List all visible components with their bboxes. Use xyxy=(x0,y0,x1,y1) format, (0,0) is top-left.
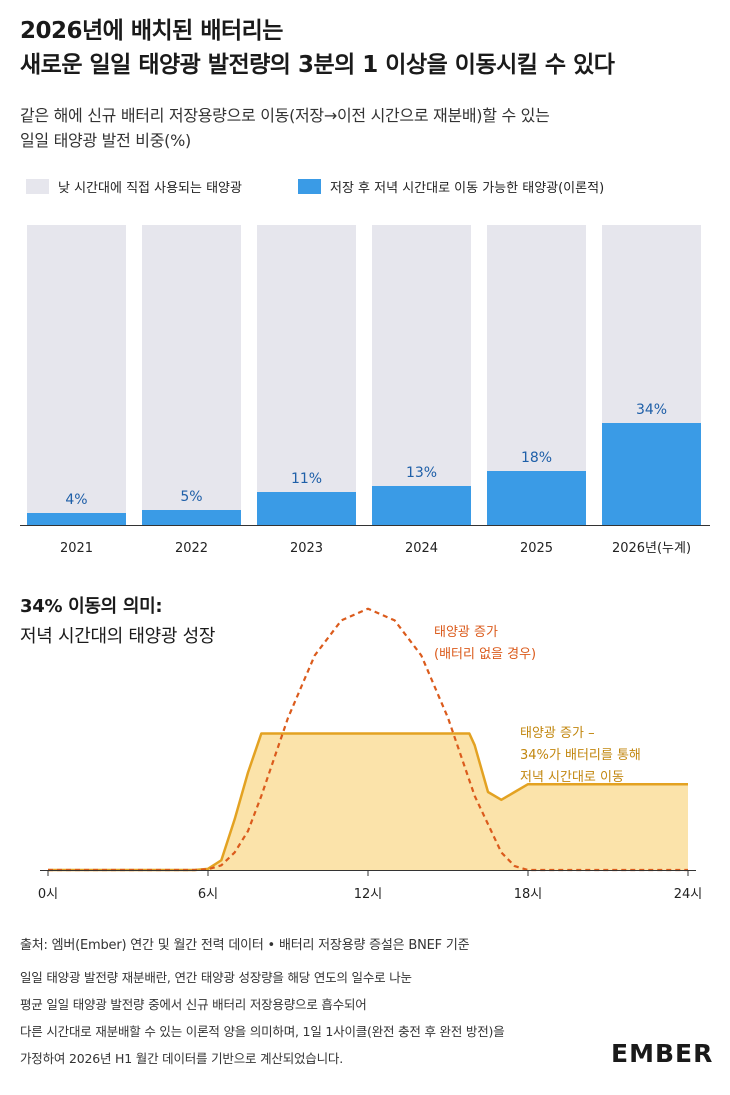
note-line-1: 일일 태양광 발전량 재분배란, 연간 태양광 성장량을 해당 연도의 일수로 … xyxy=(20,970,412,985)
legend-label-shifted: 저장 후 저녁 시간대로 이동 가능한 태양광(이론적) xyxy=(330,181,605,196)
bar-direct-3 xyxy=(372,225,471,525)
title-line-2: 새로운 일일 태양광 발전량의 3분의 1 이상을 이동시킬 수 있다 xyxy=(20,52,615,78)
bar-direct-2 xyxy=(257,225,356,525)
subtitle-line-2: 일일 태양광 발전 비중(%) xyxy=(20,131,191,150)
bar-shifted-3 xyxy=(372,486,471,525)
bar-shifted-1 xyxy=(142,510,241,525)
title-line-1: 2026년에 배치된 배터리는 xyxy=(20,18,283,44)
area-tick-label-4: 24시 xyxy=(674,887,703,902)
note-line-4: 가정하여 2026년 H1 월간 데이터를 기반으로 계산되었습니다. xyxy=(20,1051,343,1066)
bar-category-label-5: 2026년(누계) xyxy=(612,541,691,556)
chart-title: 2026년에 배치된 배터리는 새로운 일일 태양광 발전량의 3분의 1 이상… xyxy=(20,14,720,82)
bar-value-label-0: 4% xyxy=(65,492,87,508)
source-line: 출처: 엠버(Ember) 연간 및 월간 전력 데이터 • 배터리 저장용량 … xyxy=(20,938,470,953)
daily-solar-area-chart: 0시 6시 12시 18시 24시 태양광 증가 (배터리 없을 경우) 태양광 증가 – 34… xyxy=(38,607,703,902)
bar-category-label-0: 2021 xyxy=(60,541,93,556)
dashed-annotation-line-2: (배터리 없을 경우) xyxy=(434,647,536,662)
section-title: 34% 이동의 의미: xyxy=(20,596,163,617)
note-line-2: 평균 일일 태양광 발전량 중에서 신규 배터리 저장용량으로 흡수되어 xyxy=(20,997,367,1012)
ember-logo: EMBER xyxy=(611,1039,714,1068)
dashed-annotation-line-1: 태양광 증가 xyxy=(434,625,498,640)
area-tick-label-2: 12시 xyxy=(354,887,383,902)
bar-shifted-0 xyxy=(27,513,126,525)
note-line-3: 다른 시간대로 재분배할 수 있는 이론적 양을 의미하며, 1일 1사이클(완… xyxy=(20,1024,505,1039)
bar-category-label-4: 2025 xyxy=(520,541,553,556)
bar-category-label-1: 2022 xyxy=(175,541,208,556)
legend-swatch-shifted xyxy=(298,179,321,194)
bar-shifted-2 xyxy=(257,492,356,525)
bar-shifted-5 xyxy=(602,423,701,525)
chart-subtitle: 같은 해에 신규 배터리 저장용량으로 이동(저장→이전 시간으로 재분배)할 … xyxy=(20,103,710,153)
bar-value-label-5: 34% xyxy=(636,402,667,418)
bar-value-label-3: 13% xyxy=(406,465,437,481)
area-tick-label-0: 0시 xyxy=(38,887,58,902)
area-tick-label-1: 6시 xyxy=(198,887,218,902)
section-subtitle: 저녁 시간대의 태양광 성장 xyxy=(20,626,216,647)
area-annotation-line-2: 34%가 배터리를 통해 xyxy=(520,748,641,763)
legend-item-shifted: 저장 후 저녁 시간대로 이동 가능한 태양광(이론적) xyxy=(298,177,604,196)
bar-value-label-4: 18% xyxy=(521,450,552,466)
legend-item-direct: 낮 시간대에 직접 사용되는 태양광 xyxy=(26,177,242,196)
area-shifted-fill xyxy=(48,733,688,870)
bar-value-label-1: 5% xyxy=(180,489,202,505)
area-annotation-line-1: 태양광 증가 – xyxy=(520,726,595,741)
area-tick-label-3: 18시 xyxy=(514,887,543,902)
bar-legend: 낮 시간대에 직접 사용되는 태양광 저장 후 저녁 시간대로 이동 가능한 태… xyxy=(20,177,720,199)
dashed-no-battery-line xyxy=(48,607,688,872)
bar-category-label-2: 2023 xyxy=(290,541,323,556)
bar-shifted-4 xyxy=(487,471,586,525)
bar-direct-0 xyxy=(27,225,126,525)
subtitle-line-1: 같은 해에 신규 배터리 저장용량으로 이동(저장→이전 시간으로 재분배)할 … xyxy=(20,106,550,125)
bar-value-label-2: 11% xyxy=(291,471,322,487)
bar-category-label-3: 2024 xyxy=(405,541,438,556)
bar-direct-1 xyxy=(142,225,241,525)
area-shifted-line xyxy=(48,732,688,872)
legend-swatch-direct xyxy=(26,179,49,194)
stacked-bar-chart: 4% 2021 5% 2022 11% 2023 13% 2024 18% 2025 34% 2026… xyxy=(20,225,710,556)
methodology-note: 일일 태양광 발전량 재분배란, 연간 태양광 성장량을 해당 연도의 일수로 … xyxy=(20,964,620,1072)
legend-label-direct: 낮 시간대에 직접 사용되는 태양광 xyxy=(58,181,242,196)
area-annotation-line-3: 저녁 시간대로 이동 xyxy=(520,770,624,785)
